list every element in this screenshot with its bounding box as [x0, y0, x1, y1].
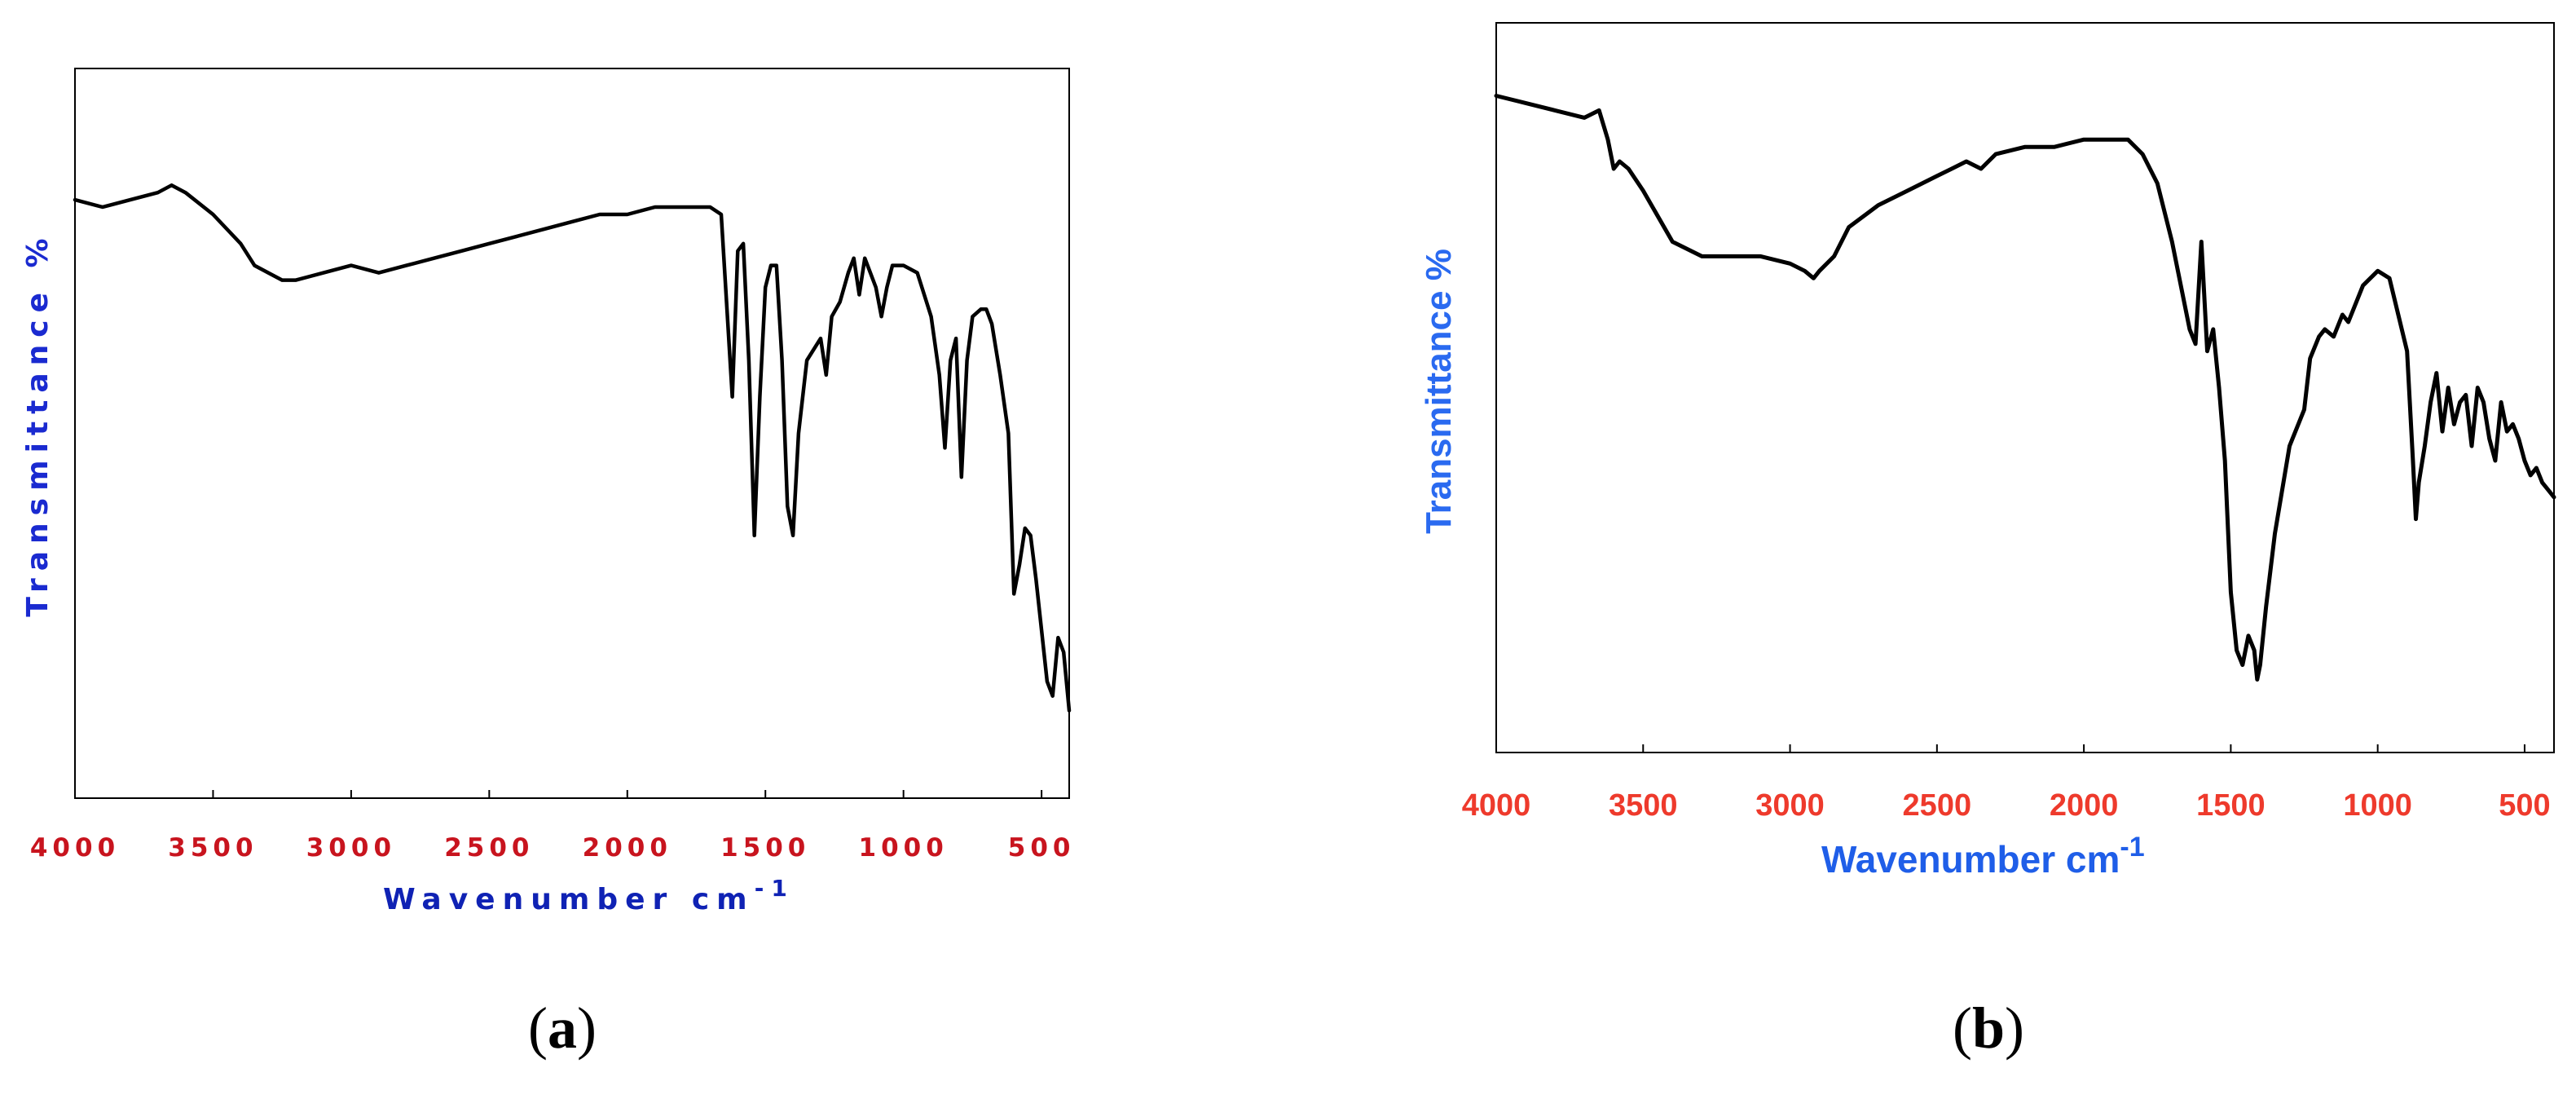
series-line: [1494, 94, 2556, 682]
x-axis-label-superscript: -1: [755, 875, 795, 902]
x-tick-label: 4000: [30, 833, 120, 863]
x-tick-label: 2000: [583, 833, 672, 863]
x-tick-label: 3500: [168, 833, 258, 863]
caption-b: (b): [1952, 995, 2024, 1061]
chart-a: 4000 3500 3000 2500 2000 1500 1000 500 Wavenumbe…: [21, 68, 1076, 916]
x-tick-label: 500: [2499, 788, 2550, 823]
x-tick-label: 3500: [1609, 788, 1678, 823]
x-tick-label: 500: [1008, 833, 1076, 863]
chart-b: 4000 3500 3000 2500 2000 1500 1000 500 Wavenumbe…: [1419, 22, 2556, 881]
x-tick-label: 1500: [720, 833, 810, 863]
caption-a: (a): [528, 995, 597, 1061]
panel-a: 4000 3500 3000 2500 2000 1500 1000 500 Wavenumbe…: [21, 68, 1076, 1061]
x-tick-label: 1000: [2343, 788, 2412, 823]
x-tick-label: 1500: [2196, 788, 2266, 823]
panel-b: 4000 3500 3000 2500 2000 1500 1000 500 Wavenumbe…: [1288, 0, 2576, 1099]
plot-frame: [1495, 22, 2555, 753]
y-axis-label: Transmittance %: [21, 231, 55, 616]
y-axis-label: Transmittance %: [1419, 249, 1459, 534]
x-tick-label: 2500: [444, 833, 534, 863]
x-tick-label: 2500: [1903, 788, 1972, 823]
x-tick-label: 4000: [1462, 788, 1531, 823]
series-line: [73, 183, 1072, 713]
x-axis-label: Wavenumber cm-1: [383, 875, 795, 916]
x-axis-label: Wavenumber cm-1: [1821, 832, 2145, 881]
x-tick-label: 1000: [859, 833, 949, 863]
x-tick-label: 3000: [306, 833, 396, 863]
x-tick-label: 2000: [2050, 788, 2119, 823]
x-axis-label-superscript: -1: [2120, 832, 2144, 863]
x-tick-label: 3000: [1755, 788, 1825, 823]
plot-frame: [74, 68, 1070, 799]
